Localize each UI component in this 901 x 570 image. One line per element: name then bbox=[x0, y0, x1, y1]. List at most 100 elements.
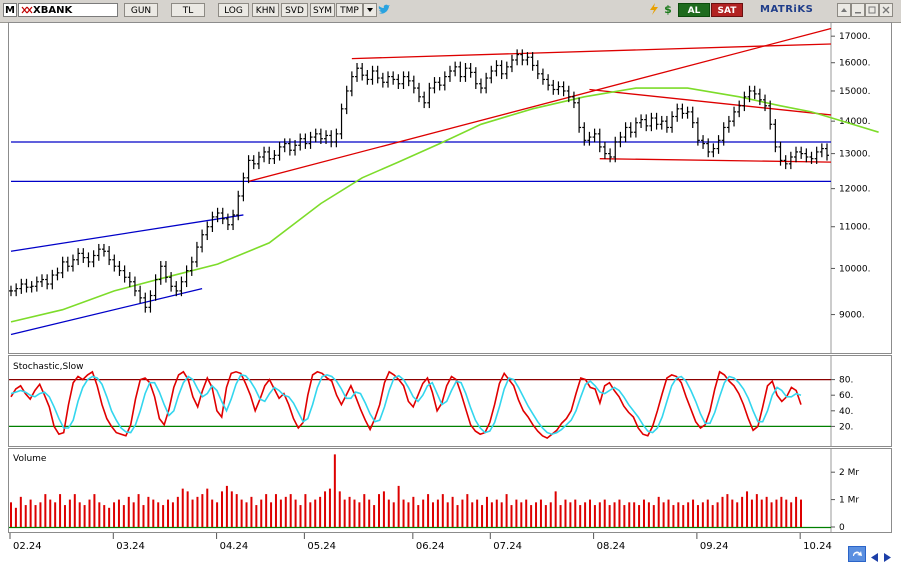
ohlc-bar bbox=[478, 78, 483, 94]
ohlc-bar bbox=[117, 261, 122, 276]
volume-bar bbox=[250, 496, 253, 527]
volume-bar bbox=[706, 499, 709, 527]
ohlc-bar bbox=[39, 274, 44, 288]
ohlc-bar bbox=[262, 146, 267, 163]
ohlc-bar bbox=[246, 155, 251, 184]
volume-y-tick-label: 1 Mr bbox=[839, 496, 859, 506]
currency-button[interactable]: TL bbox=[171, 3, 205, 17]
scroll-right-icon[interactable] bbox=[882, 548, 893, 562]
volume-bar bbox=[657, 496, 660, 527]
stochastic-title: Stochastic,Slow bbox=[13, 362, 84, 372]
scroll-left-icon[interactable] bbox=[869, 548, 880, 562]
ohlc-bar bbox=[556, 81, 561, 95]
volume-bar bbox=[422, 499, 425, 527]
volume-bar bbox=[633, 502, 636, 527]
volume-bar bbox=[54, 502, 57, 527]
volume-bar bbox=[392, 502, 395, 527]
maximize-icon[interactable] bbox=[865, 3, 879, 17]
price-chart[interactable]: 9000. 10000. 11000. 12000. 13000. 14000. 15000… bbox=[9, 23, 891, 353]
volume-bar bbox=[108, 507, 111, 527]
stochastic-k-line bbox=[10, 370, 802, 440]
volume-bar bbox=[181, 488, 184, 527]
dropdown-arrow-icon[interactable] bbox=[363, 3, 377, 17]
price-y-tick-label: 11000. bbox=[839, 223, 871, 233]
volume-bar bbox=[343, 499, 346, 527]
volume-bar bbox=[569, 502, 572, 527]
buy-button[interactable]: AL bbox=[678, 3, 710, 17]
volume-bar bbox=[113, 502, 116, 527]
ohlc-bar bbox=[571, 91, 576, 109]
close-icon[interactable] bbox=[879, 3, 893, 17]
volume-y-tick-label: 0 bbox=[839, 523, 845, 532]
volume-bar bbox=[746, 491, 749, 527]
ohlc-bar bbox=[427, 82, 432, 109]
tmp-button[interactable]: TMP bbox=[336, 3, 363, 17]
m-logo-button[interactable]: M bbox=[3, 3, 17, 17]
ohlc-bar bbox=[313, 128, 318, 143]
x-tick-label: 06.24 bbox=[416, 541, 445, 552]
ohlc-bar bbox=[55, 267, 60, 281]
ohlc-bar bbox=[825, 143, 829, 161]
ohlc-bar bbox=[540, 68, 545, 85]
ohlc-bar bbox=[768, 100, 773, 130]
ohlc-bar bbox=[463, 63, 468, 82]
stochastic-chart[interactable]: Stochastic,Slow 20. 40. 60. 80. bbox=[9, 356, 891, 446]
ohlc-bar bbox=[711, 143, 716, 158]
ohlc-bar bbox=[675, 103, 680, 122]
price-y-tick-label: 9000. bbox=[839, 311, 865, 321]
volume-bar bbox=[44, 494, 47, 527]
minimize-icon[interactable] bbox=[851, 3, 865, 17]
sell-button[interactable]: SAT bbox=[711, 3, 743, 17]
khn-button[interactable]: KHN bbox=[252, 3, 279, 17]
price-y-tick-label: 17000. bbox=[839, 32, 871, 42]
volume-bar bbox=[378, 494, 381, 527]
volume-bar bbox=[446, 502, 449, 527]
volume-bar bbox=[29, 499, 32, 527]
volume-bar bbox=[736, 502, 739, 527]
log-button[interactable]: LOG bbox=[218, 3, 249, 17]
ohlc-bar bbox=[582, 122, 587, 146]
refresh-icon[interactable] bbox=[848, 546, 866, 562]
ohlc-bar bbox=[101, 243, 106, 257]
volume-bar bbox=[500, 502, 503, 527]
stoch-y-tick-label: 60. bbox=[839, 391, 853, 401]
volume-bar bbox=[412, 496, 415, 527]
volume-bar bbox=[132, 502, 135, 527]
ohlc-bar bbox=[24, 278, 29, 293]
price-y-tick-label: 12000. bbox=[839, 185, 871, 195]
volume-bar bbox=[117, 499, 120, 527]
ohlc-bar bbox=[303, 133, 308, 149]
volume-bar bbox=[574, 499, 577, 527]
ohlc-bar bbox=[406, 71, 411, 87]
twitter-bird-icon[interactable] bbox=[377, 3, 391, 17]
link-icon bbox=[21, 5, 33, 15]
volume-bar bbox=[441, 494, 444, 527]
ohlc-bar bbox=[96, 243, 101, 261]
symbol-field[interactable]: XBANK bbox=[18, 3, 118, 17]
collapse-up-icon[interactable] bbox=[837, 3, 851, 17]
dollar-icon[interactable]: $ bbox=[661, 3, 675, 17]
volume-bar bbox=[245, 502, 248, 527]
volume-chart[interactable]: Volume 0 1 Mr 2 Mr bbox=[9, 449, 891, 533]
stochastic-d-line bbox=[10, 374, 802, 436]
ohlc-bar bbox=[763, 94, 768, 112]
lightning-icon[interactable] bbox=[647, 3, 661, 17]
ohlc-bar bbox=[757, 88, 762, 106]
sym-button[interactable]: SYM bbox=[310, 3, 335, 17]
volume-bar bbox=[755, 494, 758, 527]
volume-bar bbox=[716, 502, 719, 527]
ohlc-bar bbox=[520, 49, 525, 66]
ohlc-bar bbox=[76, 248, 81, 266]
volume-bar bbox=[510, 505, 513, 527]
volume-bar bbox=[790, 502, 793, 527]
ohlc-bar bbox=[742, 91, 747, 112]
ohlc-bar bbox=[205, 221, 210, 241]
svg-text:$: $ bbox=[664, 3, 672, 15]
volume-bar bbox=[368, 499, 371, 527]
x-tick-label: 08.24 bbox=[597, 541, 626, 552]
ohlc-bar bbox=[613, 136, 618, 163]
ohlc-bar bbox=[344, 85, 349, 115]
svd-button[interactable]: SVD bbox=[281, 3, 308, 17]
volume-bar bbox=[564, 499, 567, 527]
period-button[interactable]: GUN bbox=[124, 3, 158, 17]
